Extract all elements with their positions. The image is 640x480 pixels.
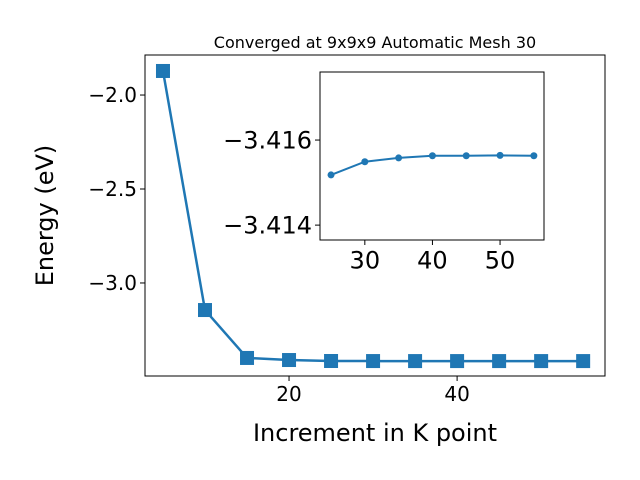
data-marker xyxy=(240,350,255,365)
chart-title: Converged at 9x9x9 Automatic Mesh 30 xyxy=(214,33,536,52)
data-marker xyxy=(198,303,212,318)
data-marker xyxy=(155,63,170,78)
data-marker xyxy=(395,154,403,162)
data-marker xyxy=(450,354,465,369)
data-marker xyxy=(576,354,591,369)
data-marker xyxy=(327,171,335,179)
y-axis-label: Energy (eV) xyxy=(31,145,59,287)
x-tick-label: 40 xyxy=(444,382,469,406)
data-marker xyxy=(496,151,504,159)
data-marker xyxy=(282,353,297,368)
x-tick-label: 50 xyxy=(485,246,516,274)
data-marker xyxy=(428,152,436,160)
y-tick-label: −3.0 xyxy=(88,271,137,295)
data-marker xyxy=(462,152,470,160)
y-tick-label: −2.0 xyxy=(88,83,137,107)
data-marker xyxy=(534,354,549,369)
data-marker xyxy=(408,354,423,369)
y-tick-label: −3.414 xyxy=(223,212,312,240)
x-tick-label: 20 xyxy=(276,382,301,406)
data-marker xyxy=(324,354,339,369)
data-marker xyxy=(492,354,507,369)
x-axis-label: Increment in K point xyxy=(253,419,497,447)
y-tick-label: −3.416 xyxy=(223,126,312,154)
x-tick-label: 40 xyxy=(417,246,448,274)
y-tick-label: −2.5 xyxy=(88,177,137,201)
x-tick-label: 30 xyxy=(350,246,381,274)
data-marker xyxy=(530,152,538,160)
data-marker xyxy=(366,354,381,369)
data-marker xyxy=(361,158,369,166)
